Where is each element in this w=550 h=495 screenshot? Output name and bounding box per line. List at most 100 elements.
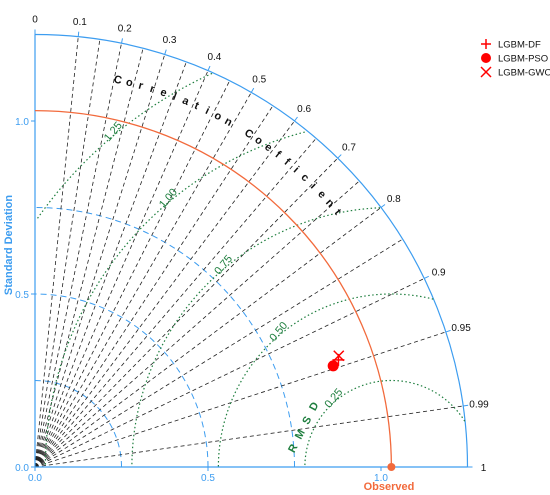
corr-line-0.8 xyxy=(34,207,382,468)
rmsd-title-char: R xyxy=(286,442,300,455)
rms-contour-0.25 xyxy=(304,379,466,467)
arc-title-char: C xyxy=(113,74,123,87)
rms-contour-0.50 xyxy=(217,293,434,468)
rmsd-title-char: D xyxy=(307,400,321,413)
corr-line-0.9 xyxy=(34,278,425,468)
arc-title-char: o xyxy=(252,134,265,148)
observed-label: Observed xyxy=(364,481,415,493)
corr-tick-label-0.3: 0.3 xyxy=(163,35,177,46)
corr-line-0.35 xyxy=(34,61,187,468)
rmsd-title-char: M xyxy=(293,428,308,442)
arc-title-char: r xyxy=(148,83,156,96)
corr-tick-label-0.4: 0.4 xyxy=(207,52,221,63)
corr-tick-0.99 xyxy=(463,404,469,407)
corr-line-0.6 xyxy=(34,120,295,468)
x-tick-label-0.0: 0.0 xyxy=(28,473,42,484)
corr-tick-label-0.2: 0.2 xyxy=(118,24,132,35)
std-grid xyxy=(34,33,469,468)
correlation-grid xyxy=(34,36,464,468)
data-markers xyxy=(327,350,345,372)
rms-contour-0.75 xyxy=(131,207,381,468)
legend-label-lgbm-df: LGBM-DF xyxy=(498,40,541,51)
corr-line-0.45 xyxy=(34,80,230,468)
axes xyxy=(31,34,468,471)
legend: LGBM-DF LGBM-PSO LGBM-GWO xyxy=(480,39,550,79)
legend-marker-lgbm-pso xyxy=(481,53,491,63)
legend-label-lgbm-pso: LGBM-PSO xyxy=(498,54,548,65)
corr-line-0.99 xyxy=(34,405,464,468)
rms-label-0.50: 0.50 xyxy=(267,320,290,344)
observed-point xyxy=(387,463,396,471)
corr-line-0.7 xyxy=(34,157,339,468)
correlation-tick-labels: 0 0.1 0.2 0.3 0.4 0.5 0.6 0.7 0.8 0.9 0.95 0.99 1 xyxy=(32,15,489,475)
arc-title-char: o xyxy=(212,109,224,123)
arc-title-char: a xyxy=(181,95,192,109)
std-arc-1.25 xyxy=(34,33,469,468)
corr-line-0.55 xyxy=(34,105,274,468)
corr-line-0.4 xyxy=(34,70,209,468)
corr-tick-label-1: 1 xyxy=(481,463,487,474)
corr-line-0.2 xyxy=(34,43,122,468)
corr-tick-label-0.6: 0.6 xyxy=(297,104,311,115)
std-arc-0.75 xyxy=(34,207,295,468)
rmsd-title-char: S xyxy=(300,415,314,427)
arc-title-char: f xyxy=(282,156,293,168)
x-tick-label-1.0: 1.0 xyxy=(374,473,388,484)
arc-title-char: n xyxy=(323,197,337,210)
arc-title-char: r xyxy=(137,80,145,93)
corr-tick-label-0.5: 0.5 xyxy=(252,75,266,86)
rms-label-1.00: 1.00 xyxy=(157,186,180,210)
corr-tick-0.2 xyxy=(121,38,123,44)
std-tick-labels: 0.00.0 0.5 0.5 1.0 1.0 xyxy=(15,117,388,484)
arc-title-char: e xyxy=(262,141,274,154)
arc-title-char: c xyxy=(298,171,311,184)
arc-title-char: l xyxy=(171,91,178,103)
observed-arc xyxy=(34,109,396,471)
corr-tick-0.9 xyxy=(424,275,429,279)
arc-title-char: e xyxy=(159,86,169,99)
arc-title-char: t xyxy=(192,100,201,113)
corr-line-0.1 xyxy=(34,36,79,468)
corr-line-0.5 xyxy=(34,92,252,468)
y-axis-label: Standard Deviation xyxy=(3,195,15,296)
rms-label-0.75: 0.75 xyxy=(212,253,235,277)
corr-tick-label-0.9: 0.9 xyxy=(432,268,446,279)
corr-tick-label-0.7: 0.7 xyxy=(342,143,356,154)
y-tick-label-0.5: 0.5 xyxy=(15,290,29,301)
corr-tick-0.8 xyxy=(380,204,386,208)
legend-marker-lgbm-gwo xyxy=(480,66,492,78)
corr-line-0.85 xyxy=(34,238,403,468)
rms-contour-labels: 0.250.500.751.001.25 xyxy=(102,120,346,411)
rms-label-0.25: 0.25 xyxy=(322,386,345,410)
corr-tick-0.3 xyxy=(164,49,167,55)
arc-title-char: o xyxy=(125,76,135,89)
corr-tick-label-0: 0 xyxy=(32,15,38,26)
marker-lgbm-pso xyxy=(327,360,339,372)
corr-tick-0.5 xyxy=(250,87,255,93)
arc-title-char: i xyxy=(308,181,319,192)
y-tick-label-1.0: 1.0 xyxy=(15,117,29,128)
corr-line-0.15 xyxy=(34,39,101,468)
corr-line-0.25 xyxy=(34,48,144,468)
std-arc-0.5 xyxy=(34,293,209,468)
arc-title-char: i xyxy=(203,105,211,117)
y-tick-label-0.0: 0.0 xyxy=(15,463,29,474)
corr-line-0.95 xyxy=(34,331,447,468)
arc-title-char: i xyxy=(291,164,301,175)
corr-line-0.75 xyxy=(34,180,360,468)
legend-marker-lgbm-df xyxy=(481,39,491,49)
corr-tick-label-0.1: 0.1 xyxy=(73,17,87,28)
corr-tick-0.4 xyxy=(207,65,211,71)
corr-tick-0.6 xyxy=(294,116,298,122)
arc-title-char: e xyxy=(315,188,328,201)
corr-line-0.3 xyxy=(34,54,166,468)
corr-line-0.65 xyxy=(34,138,317,468)
rms-contours xyxy=(36,72,466,468)
corr-tick-0.1 xyxy=(77,31,80,37)
corr-tick-label-0.95: 0.95 xyxy=(451,323,471,334)
marker-lgbm-gwo xyxy=(333,350,345,362)
corr-tick-label-0.8: 0.8 xyxy=(387,194,401,205)
